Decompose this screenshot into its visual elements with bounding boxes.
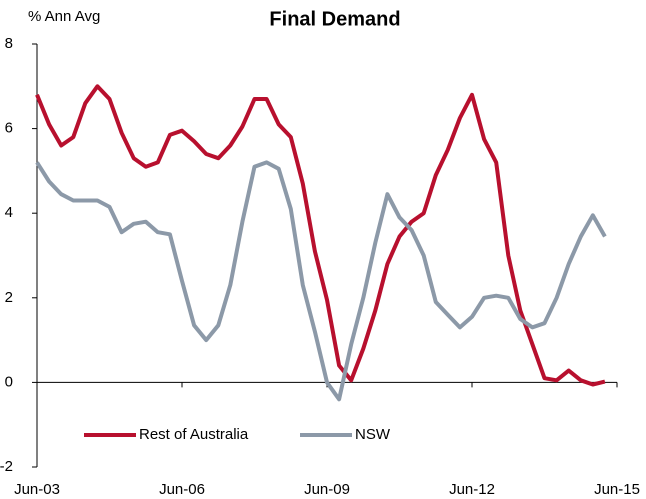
x-tick-label: Jun-12 <box>449 481 495 498</box>
legend-label: NSW <box>355 426 391 443</box>
legend-label: Rest of Australia <box>139 426 249 443</box>
y-axis-label: % Ann Avg <box>28 8 100 25</box>
y-tick-label: 4 <box>5 204 13 221</box>
y-tick-label: 6 <box>5 120 13 137</box>
x-tick-label: Jun-15 <box>594 481 640 498</box>
chart-title: Final Demand <box>269 8 400 30</box>
x-tick-label: Jun-03 <box>14 481 60 498</box>
x-tick-label: Jun-09 <box>304 481 350 498</box>
series-line <box>35 84 606 387</box>
y-tick-label: 2 <box>5 289 13 306</box>
y-tick-label: 0 <box>5 373 13 390</box>
series-line <box>35 160 607 402</box>
x-tick-label: Jun-06 <box>159 481 205 498</box>
y-tick-label: -2 <box>0 458 13 475</box>
y-tick-label: 8 <box>5 35 13 52</box>
